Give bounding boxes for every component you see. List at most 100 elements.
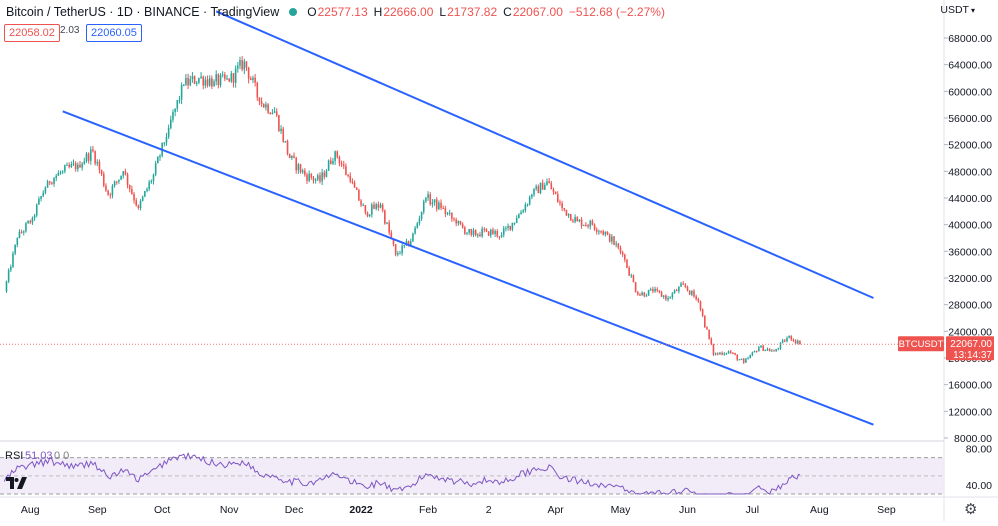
candle-body — [98, 161, 101, 171]
candle-body — [133, 193, 135, 201]
candle-body — [716, 353, 719, 355]
candle-body — [438, 202, 440, 210]
candle-body — [92, 149, 94, 152]
candle-body — [773, 350, 775, 352]
candle-body — [53, 177, 55, 184]
candle-body — [531, 194, 533, 198]
candle-body — [684, 284, 687, 287]
candle-body — [784, 340, 786, 342]
candle-body — [327, 160, 330, 171]
x-tick-label: Aug — [810, 504, 829, 516]
candle-body — [649, 289, 652, 291]
candle-body — [455, 219, 457, 224]
candle-body — [760, 345, 762, 348]
candle-body — [325, 170, 328, 177]
y-tick-label: 52000.00 — [948, 140, 992, 152]
candle-body — [673, 290, 676, 294]
candle-body — [634, 282, 637, 293]
candle-body — [721, 352, 723, 355]
candle-body — [409, 241, 412, 247]
candle-body — [585, 224, 587, 226]
candle-body — [310, 173, 313, 178]
candle-body — [662, 295, 665, 297]
candle-body — [317, 175, 319, 180]
candle-body — [388, 222, 390, 233]
candle-body — [105, 185, 107, 191]
open-value: 22577.13 — [317, 5, 368, 19]
symbol-title[interactable]: Bitcoin / TetherUS · 1D · BINANCE · Trad… — [6, 5, 280, 19]
candle-body — [141, 196, 144, 201]
candle-body — [301, 170, 304, 173]
candle-body — [239, 60, 241, 66]
sell-price-button[interactable]: 22058.02 — [4, 24, 60, 42]
candle-body — [14, 244, 16, 254]
candle-body — [691, 290, 693, 295]
candle-body — [524, 204, 527, 211]
candle-body — [533, 188, 535, 195]
candle-body — [582, 224, 585, 226]
candle-body — [561, 203, 563, 208]
candle-body — [146, 189, 148, 192]
candle-body — [405, 241, 408, 246]
candle-body — [275, 111, 278, 116]
rsi-y-tick-label: 80.00 — [966, 444, 992, 456]
candle-body — [749, 355, 752, 359]
candle-body — [319, 175, 321, 182]
candle-body — [353, 182, 356, 188]
candle-body — [695, 296, 697, 300]
candle-body — [794, 340, 797, 344]
candle-body — [139, 200, 142, 208]
candle-body — [736, 354, 739, 360]
candle-body — [535, 186, 537, 189]
candle-body — [347, 174, 349, 176]
candle-body — [435, 199, 438, 210]
candle-body — [249, 78, 252, 80]
candle-body — [167, 128, 170, 137]
candle-body — [786, 338, 788, 342]
y-tick-label: 64000.00 — [948, 60, 992, 72]
candle-body — [172, 112, 174, 120]
candle-body — [10, 266, 12, 271]
candle-body — [502, 228, 505, 235]
candle-body — [198, 78, 200, 83]
candle-body — [122, 171, 125, 176]
x-tick-label: 2 — [486, 504, 492, 516]
candle-body — [228, 78, 230, 82]
candle-body — [546, 181, 548, 186]
candle-body — [399, 253, 401, 255]
candle-body — [206, 79, 209, 86]
tradingview-logo-icon[interactable] — [6, 476, 28, 495]
x-tick-label: Jul — [746, 504, 759, 516]
open-label: O — [307, 5, 317, 19]
candle-body — [686, 286, 689, 291]
candle-body — [345, 166, 347, 175]
y-tick-label: 28000.00 — [948, 300, 992, 312]
candle-body — [496, 231, 499, 237]
candle-body — [329, 160, 332, 164]
y-tick-label: 56000.00 — [948, 113, 992, 125]
candle-body — [505, 227, 507, 229]
candle-body — [243, 61, 246, 70]
candle-body — [157, 157, 159, 164]
gear-icon[interactable]: ⚙ — [964, 501, 978, 518]
currency-selector[interactable]: USDT ▾ — [940, 4, 975, 16]
candle-body — [282, 128, 285, 142]
candle-body — [334, 151, 336, 161]
candle-body — [466, 232, 468, 234]
candle-body — [621, 252, 624, 255]
candle-body — [632, 275, 635, 283]
candle-body — [332, 160, 334, 164]
candle-body — [667, 298, 669, 300]
candle-body — [77, 164, 79, 170]
low-label: L — [439, 5, 447, 19]
candle-body — [697, 299, 700, 302]
candle-body — [654, 288, 656, 292]
candle-body — [680, 283, 682, 287]
candle-body — [7, 270, 10, 282]
candle-body — [755, 350, 758, 352]
candle-body — [706, 327, 708, 330]
buy-price-button[interactable]: 22060.05 — [86, 24, 142, 42]
candle-body — [723, 353, 726, 355]
